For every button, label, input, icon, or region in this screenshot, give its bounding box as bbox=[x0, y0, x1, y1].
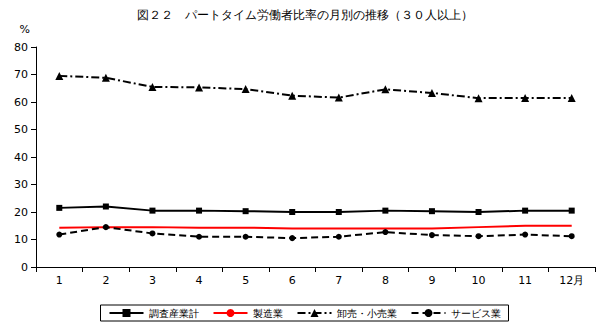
svg-text:製造業: 製造業 bbox=[253, 308, 283, 319]
svg-text:50: 50 bbox=[14, 123, 28, 136]
svg-text:10: 10 bbox=[14, 233, 28, 246]
svg-text:0: 0 bbox=[21, 261, 28, 274]
svg-text:20: 20 bbox=[14, 206, 28, 219]
svg-text:7: 7 bbox=[335, 274, 342, 287]
svg-text:サービス業: サービス業 bbox=[451, 308, 501, 319]
svg-text:6: 6 bbox=[289, 274, 296, 287]
svg-text:40: 40 bbox=[14, 151, 28, 164]
svg-text:10: 10 bbox=[472, 274, 486, 287]
svg-text:70: 70 bbox=[14, 68, 28, 81]
svg-text:調査産業計: 調査産業計 bbox=[149, 308, 199, 319]
svg-text:12月: 12月 bbox=[559, 274, 584, 287]
svg-text:図２２ パートタイム労働者比率の月別の推移（３０人以上）: 図２２ パートタイム労働者比率の月別の推移（３０人以上） bbox=[137, 8, 473, 22]
svg-text:1: 1 bbox=[56, 274, 63, 287]
svg-text:9: 9 bbox=[428, 274, 435, 287]
svg-text:5: 5 bbox=[242, 274, 249, 287]
svg-text:2: 2 bbox=[102, 274, 109, 287]
svg-text:3: 3 bbox=[149, 274, 156, 287]
svg-text:11: 11 bbox=[518, 274, 532, 287]
svg-text:80: 80 bbox=[14, 41, 28, 54]
svg-text:8: 8 bbox=[382, 274, 389, 287]
svg-text:4: 4 bbox=[196, 274, 203, 287]
svg-text:60: 60 bbox=[14, 96, 28, 109]
svg-text:卸売・小売業: 卸売・小売業 bbox=[337, 308, 397, 319]
svg-text:30: 30 bbox=[14, 178, 28, 191]
svg-text:%: % bbox=[20, 23, 30, 36]
